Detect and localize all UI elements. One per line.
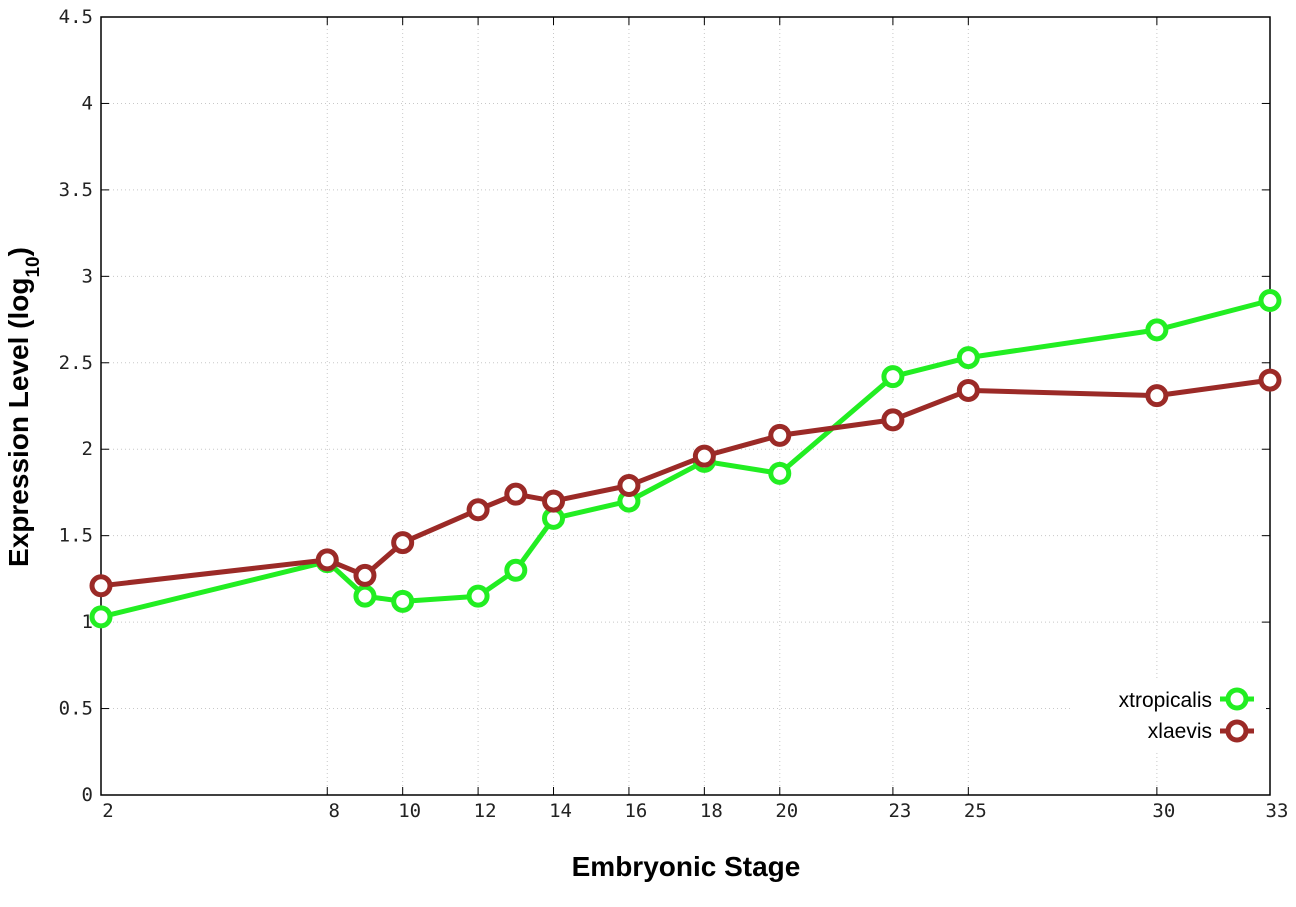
- x-tick-label: 30: [1152, 800, 1175, 822]
- data-point-xlaevis: [466, 498, 490, 522]
- data-point-xlaevis: [1145, 384, 1169, 408]
- x-tick-label: 10: [398, 800, 421, 822]
- data-point-xlaevis: [692, 444, 716, 468]
- plot-frame: [100, 16, 1271, 796]
- y-tick-label: 0.5: [59, 698, 93, 720]
- series-group: [89, 289, 1282, 629]
- legend-marker-xlaevis: [1225, 719, 1249, 743]
- data-point-xtropicalis: [391, 589, 415, 613]
- data-point-xtropicalis: [353, 584, 377, 608]
- series-line-xlaevis: [100, 377, 1271, 589]
- series-line-xtropicalis: [100, 298, 1271, 620]
- data-point-xlaevis: [542, 489, 566, 513]
- legend: xtropicalis xlaevis: [1070, 680, 1266, 750]
- legend-label-xtropicalis: xtropicalis: [1119, 689, 1212, 712]
- data-point-xtropicalis: [881, 365, 905, 389]
- x-tick-label: 14: [549, 800, 572, 822]
- data-point-xlaevis: [617, 474, 641, 498]
- data-point-xlaevis: [881, 408, 905, 432]
- data-point-xtropicalis: [768, 461, 792, 485]
- data-point-xlaevis: [89, 574, 113, 598]
- x-tick-label: 16: [624, 800, 647, 822]
- data-point-xlaevis: [1258, 368, 1282, 392]
- y-axis-title-subscript: 10: [23, 256, 44, 277]
- axis-ticks: 0 0.5 1 1.5 2 2.5 3 3.5 4 4.5 2 8 10 12 14 16 18 20 23 25 30…: [59, 6, 1289, 822]
- data-point-xtropicalis: [1258, 289, 1282, 313]
- x-tick-label: 18: [700, 800, 723, 822]
- series-xlaevis: [89, 368, 1282, 598]
- data-point-xtropicalis: [504, 558, 528, 582]
- grid-lines: [101, 17, 1270, 795]
- x-tick-label: 25: [964, 800, 987, 822]
- data-point-xlaevis: [504, 482, 528, 506]
- y-tick-label: 1: [82, 611, 93, 633]
- y-tick-label: 4: [82, 92, 93, 114]
- data-point-xtropicalis: [466, 584, 490, 608]
- y-tick-label: 1.5: [59, 525, 93, 547]
- data-point-xtropicalis: [89, 605, 113, 629]
- data-point-xlaevis: [391, 531, 415, 555]
- x-tick-label: 2: [102, 800, 113, 822]
- x-tick-label: 12: [474, 800, 497, 822]
- x-tick-label: 20: [775, 800, 798, 822]
- series-xtropicalis: [89, 289, 1282, 629]
- y-axis-title-main: Expression Level (log: [3, 278, 34, 567]
- y-axis-title: Expression Level (log10): [3, 247, 44, 567]
- data-point-xtropicalis: [956, 346, 980, 370]
- y-tick-label: 4.5: [59, 6, 93, 28]
- data-point-xlaevis: [956, 378, 980, 402]
- y-tick-label: 0: [82, 784, 93, 806]
- data-point-xlaevis: [768, 423, 792, 447]
- y-tick-label: 2: [82, 438, 93, 460]
- y-tick-label: 3.5: [59, 179, 93, 201]
- legend-marker-xtropicalis: [1225, 687, 1249, 711]
- data-point-xlaevis: [315, 548, 339, 572]
- y-tick-label: 2.5: [59, 352, 93, 374]
- x-tick-label: 8: [329, 800, 340, 822]
- x-tick-label: 33: [1266, 800, 1289, 822]
- data-point-xtropicalis: [1145, 318, 1169, 342]
- x-axis-title: Embryonic Stage: [572, 851, 801, 882]
- data-point-xlaevis: [353, 563, 377, 587]
- y-axis-title-close: ): [3, 247, 34, 256]
- y-tick-label: 3: [82, 265, 93, 287]
- legend-label-xlaevis: xlaevis: [1148, 720, 1212, 743]
- x-tick-label: 23: [888, 800, 911, 822]
